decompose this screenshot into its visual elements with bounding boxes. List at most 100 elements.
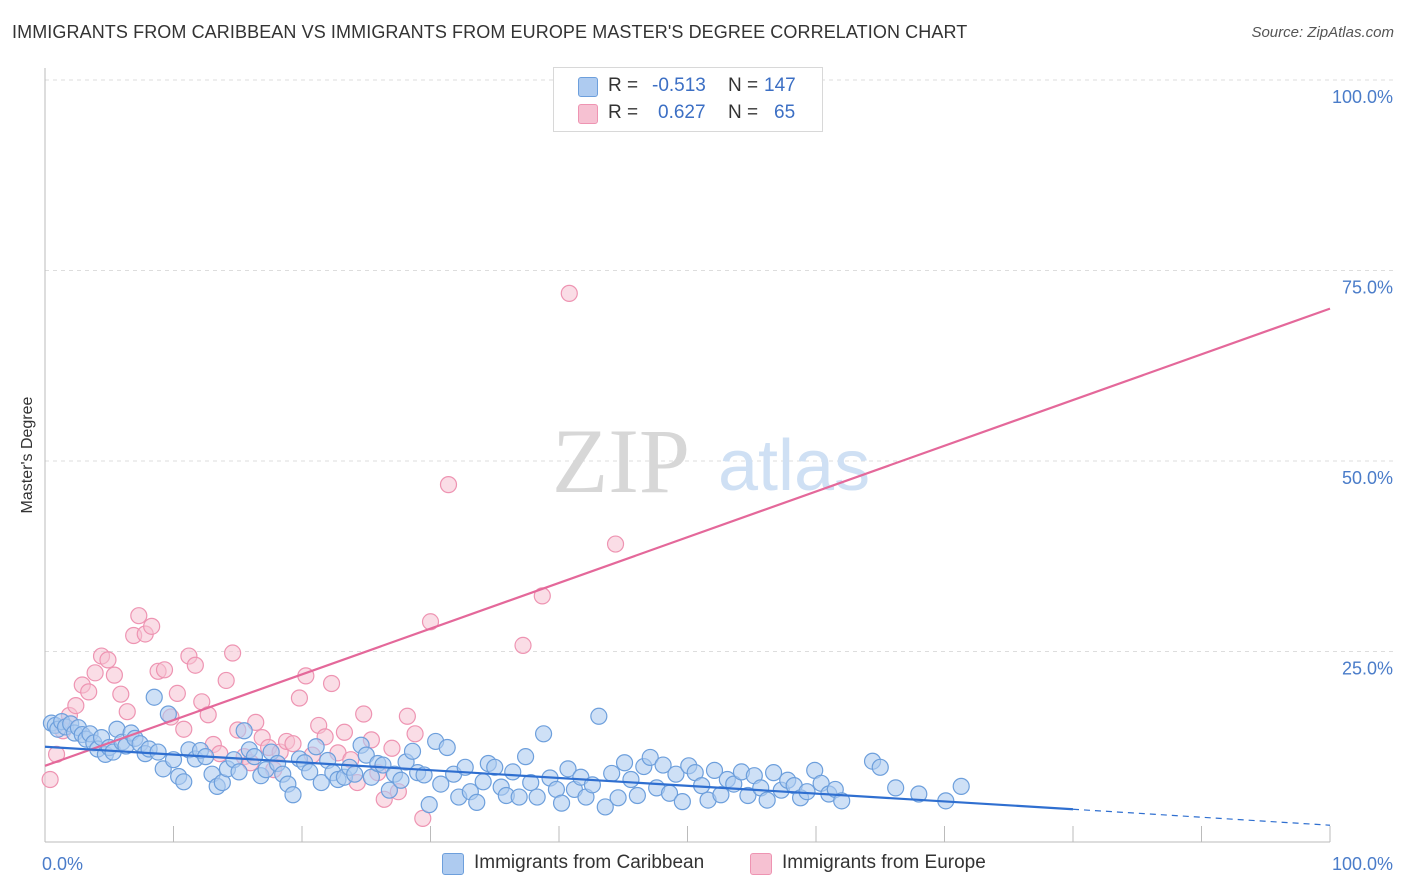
caribbean-point (758, 791, 776, 809)
europe-point (284, 735, 302, 753)
bottom-europe-swatch (750, 853, 772, 875)
tick-labels: 25.0% 50.0% 75.0% 100.0% 0.0% 100.0% (42, 87, 1393, 874)
caribbean-point (392, 771, 410, 789)
europe-point (383, 739, 401, 757)
caribbean-point (468, 793, 486, 811)
caribbean-point (145, 688, 163, 706)
europe-point (322, 674, 341, 693)
caribbean-point (235, 722, 253, 740)
europe-point (105, 666, 123, 684)
caribbean-point (654, 756, 672, 774)
bottom-europe-label: Immigrants from Europe (782, 852, 986, 873)
caribbean-point (615, 754, 634, 772)
europe-point (290, 689, 309, 707)
europe-point (175, 720, 193, 738)
y-tick-label: 100.0% (1332, 87, 1393, 107)
caribbean-point (504, 763, 522, 781)
caribbean-point (474, 773, 492, 791)
caribbean-n-value: 147 (764, 75, 796, 96)
caribbean-point (641, 748, 659, 767)
caribbean-trend-line (44, 745, 1074, 811)
caribbean-point (420, 796, 438, 814)
europe-point (143, 617, 161, 635)
caribbean-point (245, 748, 264, 766)
caribbean-r-value: -0.513 (652, 75, 706, 96)
caribbean-point (403, 742, 422, 760)
correlation-legend: R = -0.513 N = 147 R = 0.627 N = 65 (553, 67, 823, 132)
watermark: ZIP atlas (552, 410, 870, 512)
europe-point (118, 703, 136, 721)
bottom-caribbean-swatch (442, 853, 464, 875)
europe-trend-line (44, 307, 1331, 767)
europe-point (606, 535, 625, 553)
caribbean-point (596, 798, 614, 816)
europe-point (355, 705, 373, 723)
caribbean-point (534, 725, 553, 743)
caribbean-point (603, 764, 621, 783)
caribbean-point (590, 707, 608, 725)
caribbean-point (764, 764, 783, 782)
caribbean-point (705, 761, 724, 779)
europe-point (67, 697, 85, 715)
europe-point (155, 661, 174, 679)
europe-point (41, 770, 59, 789)
caribbean-point (739, 786, 757, 805)
caribbean-point (552, 794, 571, 812)
caribbean-point (149, 743, 167, 761)
caribbean-point (175, 773, 193, 791)
caribbean-point (380, 781, 398, 799)
caribbean-point (910, 785, 928, 803)
europe-point (247, 713, 265, 731)
caribbean-point (559, 760, 577, 778)
watermark-atlas: atlas (718, 426, 870, 506)
europe-point (406, 725, 424, 743)
y-tick-label: 50.0% (1342, 468, 1393, 488)
caribbean-point (871, 758, 889, 776)
caribbean-point (887, 779, 905, 797)
caribbean-point (516, 748, 535, 766)
caribbean-point (667, 765, 685, 783)
caribbean-point (312, 773, 330, 792)
europe-point (335, 723, 354, 741)
caribbean-point (284, 786, 302, 804)
grid-lines (45, 79, 1395, 652)
x-tick-label: 0.0% (42, 854, 83, 874)
caribbean-point (628, 786, 646, 805)
caribbean-point (528, 788, 546, 806)
europe-point (217, 671, 235, 690)
europe-point (398, 707, 416, 725)
caribbean-point (609, 789, 627, 807)
europe-n-label: N = (728, 102, 759, 123)
caribbean-point (522, 773, 540, 792)
caribbean-point (952, 777, 970, 795)
axes (44, 68, 1331, 843)
caribbean-point (374, 756, 392, 774)
chart-title: IMMIGRANTS FROM CARIBBEAN VS IMMIGRANTS … (12, 22, 968, 42)
caribbean-point (833, 792, 851, 810)
europe-n-value: 65 (774, 102, 796, 123)
bottom-caribbean-label: Immigrants from Caribbean (474, 852, 705, 873)
caribbean-point (486, 758, 504, 776)
europe-point (168, 684, 186, 703)
caribbean-point (673, 793, 691, 811)
caribbean-point (432, 775, 450, 793)
caribbean-r-label: R = (608, 75, 639, 96)
europe-swatch (578, 104, 598, 124)
caribbean-point (510, 788, 528, 806)
europe-point (439, 476, 458, 494)
europe-point (130, 607, 148, 625)
europe-point (224, 644, 242, 662)
caribbean-points (42, 688, 970, 816)
caribbean-point (346, 765, 364, 783)
europe-point (560, 284, 578, 302)
source-label: Source: ZipAtlas.com (1251, 24, 1394, 41)
europe-point (112, 685, 130, 703)
caribbean-point (307, 738, 325, 756)
caribbean-point (622, 770, 640, 789)
europe-point (514, 636, 532, 655)
caribbean-point (230, 763, 248, 781)
watermark-zip: ZIP (552, 410, 690, 512)
caribbean-trend-extension (1072, 808, 1331, 826)
caribbean-point (438, 738, 456, 757)
